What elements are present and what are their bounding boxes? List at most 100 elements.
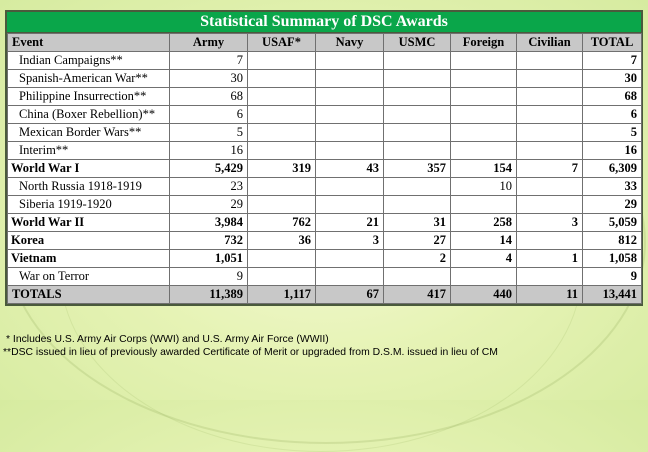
totals-total: 13,441 bbox=[582, 285, 642, 304]
cell-usmc bbox=[383, 195, 451, 214]
totals-label: TOTALS bbox=[7, 285, 170, 304]
cell-army: 1,051 bbox=[169, 249, 248, 268]
cell-usaf: 319 bbox=[247, 159, 316, 178]
cell-total: 1,058 bbox=[582, 249, 642, 268]
cell-event: Mexican Border Wars** bbox=[7, 123, 170, 142]
cell-event: Korea bbox=[7, 231, 170, 250]
cell-army: 29 bbox=[169, 195, 248, 214]
cell-usmc bbox=[383, 267, 451, 286]
table-row: Vietnam 1,051 2 4 1 1,058 bbox=[7, 249, 642, 268]
cell-foreign: 10 bbox=[450, 177, 517, 196]
cell-usmc bbox=[383, 87, 451, 106]
cell-foreign bbox=[450, 69, 517, 88]
totals-row: TOTALS 11,389 1,117 67 417 440 11 13,441 bbox=[7, 285, 642, 304]
cell-total: 68 bbox=[582, 87, 642, 106]
cell-civilian: 3 bbox=[516, 213, 583, 232]
cell-event: North Russia 1918-1919 bbox=[7, 177, 170, 196]
cell-navy bbox=[315, 195, 384, 214]
cell-foreign bbox=[450, 195, 517, 214]
cell-civilian: 7 bbox=[516, 159, 583, 178]
cell-navy bbox=[315, 69, 384, 88]
cell-usaf: 762 bbox=[247, 213, 316, 232]
col-header-foreign: Foreign bbox=[450, 33, 517, 52]
cell-usmc bbox=[383, 105, 451, 124]
cell-usmc bbox=[383, 177, 451, 196]
cell-usaf bbox=[247, 141, 316, 160]
header-row: Event Army USAF* Navy USMC Foreign Civil… bbox=[7, 33, 642, 52]
cell-foreign bbox=[450, 51, 517, 70]
cell-army: 30 bbox=[169, 69, 248, 88]
summary-panel: Statistical Summary of DSC Awards Event … bbox=[5, 10, 643, 306]
col-header-army: Army bbox=[169, 33, 248, 52]
table-row: Korea 732 36 3 27 14 812 bbox=[7, 231, 642, 250]
cell-army: 7 bbox=[169, 51, 248, 70]
cell-event: World War II bbox=[7, 213, 170, 232]
cell-navy bbox=[315, 249, 384, 268]
cell-navy: 43 bbox=[315, 159, 384, 178]
cell-navy bbox=[315, 105, 384, 124]
cell-army: 68 bbox=[169, 87, 248, 106]
cell-foreign bbox=[450, 267, 517, 286]
table-title: Statistical Summary of DSC Awards bbox=[7, 12, 641, 33]
cell-civilian bbox=[516, 267, 583, 286]
cell-civilian bbox=[516, 123, 583, 142]
totals-usaf: 1,117 bbox=[247, 285, 316, 304]
totals-foreign: 440 bbox=[450, 285, 517, 304]
cell-army: 9 bbox=[169, 267, 248, 286]
cell-foreign bbox=[450, 87, 517, 106]
cell-usaf bbox=[247, 69, 316, 88]
table-row: Interim** 16 16 bbox=[7, 141, 642, 160]
cell-civilian bbox=[516, 231, 583, 250]
cell-event: Interim** bbox=[7, 141, 170, 160]
cell-foreign: 14 bbox=[450, 231, 517, 250]
cell-navy bbox=[315, 123, 384, 142]
cell-usmc bbox=[383, 123, 451, 142]
footnote-dsc: **DSC issued in lieu of previously award… bbox=[3, 347, 498, 358]
cell-event: World War I bbox=[7, 159, 170, 178]
totals-civilian: 11 bbox=[516, 285, 583, 304]
cell-army: 6 bbox=[169, 105, 248, 124]
cell-civilian bbox=[516, 105, 583, 124]
totals-navy: 67 bbox=[315, 285, 384, 304]
cell-foreign bbox=[450, 123, 517, 142]
cell-usaf bbox=[247, 267, 316, 286]
cell-navy: 21 bbox=[315, 213, 384, 232]
cell-usmc bbox=[383, 51, 451, 70]
cell-total: 29 bbox=[582, 195, 642, 214]
col-header-total: TOTAL bbox=[582, 33, 642, 52]
table-row: North Russia 1918-1919 23 10 33 bbox=[7, 177, 642, 196]
cell-army: 5 bbox=[169, 123, 248, 142]
cell-usaf: 36 bbox=[247, 231, 316, 250]
cell-usmc: 357 bbox=[383, 159, 451, 178]
cell-navy bbox=[315, 51, 384, 70]
footnote-usaf: * Includes U.S. Army Air Corps (WWI) and… bbox=[6, 334, 329, 345]
col-header-event: Event bbox=[7, 33, 170, 52]
cell-event: Spanish-American War** bbox=[7, 69, 170, 88]
cell-event: Indian Campaigns** bbox=[7, 51, 170, 70]
table-row: World War II 3,984 762 21 31 258 3 5,059 bbox=[7, 213, 642, 232]
cell-navy bbox=[315, 177, 384, 196]
cell-civilian bbox=[516, 69, 583, 88]
cell-foreign: 154 bbox=[450, 159, 517, 178]
cell-civilian bbox=[516, 177, 583, 196]
cell-army: 16 bbox=[169, 141, 248, 160]
cell-civilian bbox=[516, 51, 583, 70]
cell-total: 7 bbox=[582, 51, 642, 70]
table-row: Mexican Border Wars** 5 5 bbox=[7, 123, 642, 142]
col-header-civilian: Civilian bbox=[516, 33, 583, 52]
cell-usaf bbox=[247, 105, 316, 124]
cell-navy bbox=[315, 141, 384, 160]
cell-usmc bbox=[383, 69, 451, 88]
totals-usmc: 417 bbox=[383, 285, 451, 304]
cell-total: 5 bbox=[582, 123, 642, 142]
cell-civilian bbox=[516, 195, 583, 214]
cell-usmc bbox=[383, 141, 451, 160]
cell-usmc: 27 bbox=[383, 231, 451, 250]
cell-usaf bbox=[247, 87, 316, 106]
cell-army: 5,429 bbox=[169, 159, 248, 178]
cell-event: Philippine Insurrection** bbox=[7, 87, 170, 106]
cell-usmc: 31 bbox=[383, 213, 451, 232]
cell-foreign: 258 bbox=[450, 213, 517, 232]
cell-event: War on Terror bbox=[7, 267, 170, 286]
table-body: Indian Campaigns** 7 7 Spanish-American War… bbox=[7, 51, 642, 286]
